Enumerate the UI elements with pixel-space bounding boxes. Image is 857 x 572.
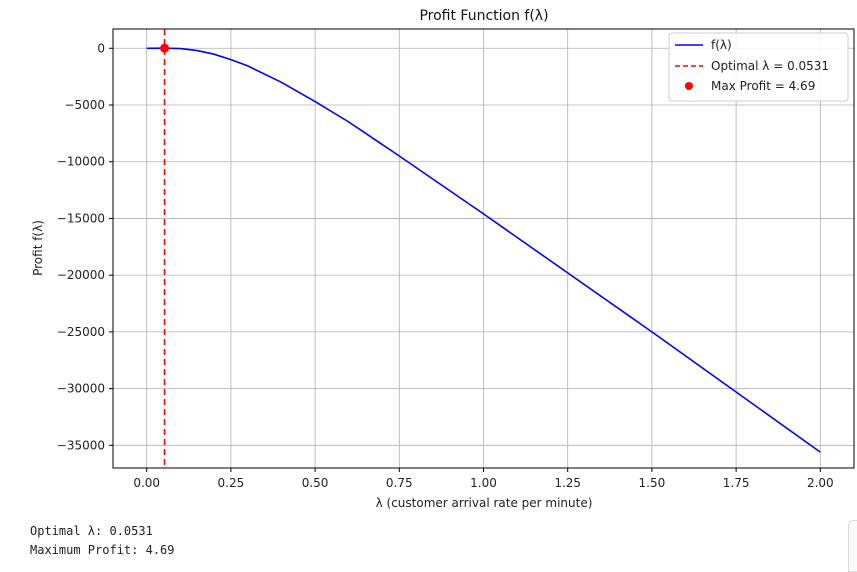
- x-axis: 0.00 0.25 0.50 0.75 1.00 1.25 1.50 1.75 2.00: [133, 468, 834, 490]
- chart-title: Profit Function f(λ): [419, 8, 548, 24]
- x-tick-label: 0.25: [218, 476, 245, 490]
- x-tick-label: 0.75: [386, 476, 413, 490]
- legend-entry-optimal: Optimal λ = 0.0531: [711, 59, 829, 73]
- max-profit-point: [160, 43, 170, 53]
- y-tick-label: −10000: [57, 155, 105, 169]
- legend-marker-swatch: [685, 82, 693, 90]
- y-tick-label: 0: [97, 41, 105, 55]
- x-tick-label: 0.00: [133, 476, 160, 490]
- legend-entry-curve: f(λ): [711, 38, 732, 52]
- profit-chart: Profit Function f(λ) 0.00 0.25 0.50 0.75 1.0…: [31, 8, 855, 510]
- legend: f(λ) Optimal λ = 0.0531 Max Profit = 4.6…: [668, 32, 849, 102]
- legend-entry-max: Max Profit = 4.69: [711, 79, 815, 93]
- x-tick-label: 0.50: [302, 476, 329, 490]
- y-tick-label: −20000: [57, 268, 105, 282]
- plot-area: [146, 29, 821, 468]
- x-tick-label: 2.00: [807, 476, 834, 490]
- y-tick-label: −5000: [64, 98, 105, 112]
- output-console: Optimal λ: 0.0531 Maximum Profit: 4.69: [30, 522, 175, 560]
- legend-box: [668, 32, 849, 102]
- x-tick-label: 1.75: [723, 476, 750, 490]
- y-tick-label: −25000: [57, 325, 105, 339]
- corner-widget[interactable]: [848, 520, 857, 572]
- y-axis-label: Profit f(λ): [31, 220, 45, 276]
- max-profit-output: Maximum Profit: 4.69: [30, 543, 175, 557]
- y-tick-label: −15000: [57, 211, 105, 225]
- y-tick-label: −35000: [57, 438, 105, 452]
- x-tick-label: 1.50: [639, 476, 666, 490]
- optimal-lambda-output: Optimal λ: 0.0531: [30, 524, 153, 538]
- x-tick-label: 1.00: [470, 476, 497, 490]
- y-tick-label: −30000: [57, 382, 105, 396]
- x-tick-label: 1.25: [554, 476, 581, 490]
- x-axis-label: λ (customer arrival rate per minute): [376, 496, 593, 510]
- grid: [113, 29, 854, 468]
- y-axis: 0 −5000 −10000 −15000 −20000 −25000 −30000 −350…: [57, 41, 113, 452]
- profit-curve: [146, 47, 821, 453]
